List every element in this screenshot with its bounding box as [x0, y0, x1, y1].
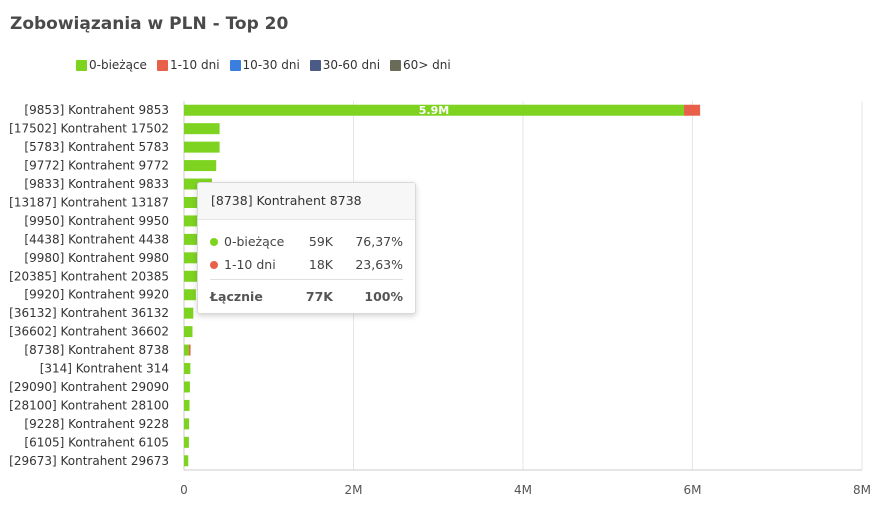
- tooltip-row-label: 0-bieżące: [224, 234, 285, 249]
- tooltip-row-percent: 23,63%: [355, 257, 403, 272]
- chart-title: Zobowiązania w PLN - Top 20: [10, 14, 289, 34]
- bar-segment: [184, 233, 207, 245]
- legend-label: 60> dni: [403, 58, 451, 72]
- y-category-label: [29673] Kontrahent 29673: [9, 454, 169, 468]
- y-category-label: [314] Kontrahent 314: [40, 362, 169, 376]
- tooltip-row: 1-10 dni 18K 23,63%: [210, 256, 403, 274]
- tooltip-title: [8738] Kontrahent 8738: [198, 183, 415, 220]
- y-category-label: [8738] Kontrahent 8738: [24, 343, 169, 357]
- bar-segment: [184, 196, 210, 208]
- x-tick-label: 8M: [853, 483, 871, 497]
- y-category-label: [6105] Kontrahent 6105: [24, 435, 169, 449]
- bar-segment: [184, 363, 191, 375]
- bar-segment: [184, 344, 190, 356]
- bar-segment: [184, 123, 220, 135]
- y-category-label: [17502] Kontrahent 17502: [9, 122, 169, 136]
- bar-segment: [189, 344, 191, 356]
- bar-segment: [184, 326, 193, 338]
- x-tick-label: 6M: [684, 483, 702, 497]
- y-category-label: [28100] Kontrahent 28100: [9, 398, 169, 412]
- bar-segment: [184, 270, 203, 282]
- bar-segment: [184, 252, 205, 264]
- legend-swatch: [390, 59, 402, 71]
- y-category-label: [36132] Kontrahent 36132: [9, 306, 169, 320]
- tooltip-row-value: 59K: [308, 234, 333, 249]
- y-category-label: [9950] Kontrahent 9950: [24, 214, 169, 228]
- legend-item-1-10-dni[interactable]: 1-10 dni: [156, 58, 220, 72]
- bar-segment: [184, 104, 685, 116]
- bar-segment: [184, 455, 189, 467]
- tooltip-row-percent: 76,37%: [355, 234, 403, 249]
- legend-swatch: [229, 59, 241, 71]
- bar-segment: [184, 215, 208, 227]
- bar-segment: [184, 307, 194, 319]
- y-category-label: [9980] Kontrahent 9980: [24, 251, 169, 265]
- data-label: 5.9M: [419, 104, 449, 117]
- legend-item-0-biezace[interactable]: 0-bieżące: [76, 58, 147, 72]
- bar-segment: [184, 141, 220, 153]
- x-tick-label: 4M: [514, 483, 532, 497]
- legend-label: 1-10 dni: [169, 58, 220, 72]
- x-tick-label: 2M: [345, 483, 363, 497]
- legend-item-10-30-dni[interactable]: 10-30 dni: [229, 58, 300, 72]
- tooltip-row-value: 18K: [308, 257, 333, 272]
- bar-segment: [184, 381, 190, 393]
- chart-tooltip: [8738] Kontrahent 8738 0-bieżące 59K 76,…: [197, 182, 416, 314]
- legend-label: 0-bieżące: [89, 58, 147, 72]
- y-category-label: [9853] Kontrahent 9853: [24, 103, 169, 117]
- bar-segment: [184, 399, 190, 411]
- series-dot: [210, 238, 218, 246]
- y-category-label: [9833] Kontrahent 9833: [24, 177, 169, 191]
- legend-swatch: [156, 59, 168, 71]
- x-tick-label: 0: [180, 483, 188, 497]
- bar-segment: [184, 418, 190, 430]
- tooltip-total-label: Łącznie: [210, 289, 263, 304]
- y-category-label: [29090] Kontrahent 29090: [9, 380, 169, 394]
- legend-swatch: [309, 59, 321, 71]
- y-category-label: [36602] Kontrahent 36602: [9, 325, 169, 339]
- legend-swatch: [76, 59, 87, 71]
- y-category-label: [9228] Kontrahent 9228: [24, 417, 169, 431]
- tooltip-total-percent: 100%: [364, 289, 403, 304]
- bar-segment: [184, 160, 217, 172]
- bar-segment: [184, 289, 196, 301]
- y-category-label: [5783] Kontrahent 5783: [24, 140, 169, 154]
- legend-item-60-dni[interactable]: 60> dni: [390, 58, 451, 72]
- legend-item-30-60-dni[interactable]: 30-60 dni: [309, 58, 381, 72]
- series-dot: [210, 261, 218, 269]
- y-category-label: [9772] Kontrahent 9772: [24, 159, 169, 173]
- legend-label: 10-30 dni: [242, 58, 300, 72]
- tooltip-divider: [210, 279, 403, 280]
- bar-segment: [684, 104, 701, 116]
- legend-label: 30-60 dni: [322, 58, 381, 72]
- tooltip-row-label: 1-10 dni: [224, 257, 276, 272]
- y-category-label: [9920] Kontrahent 9920: [24, 288, 169, 302]
- y-category-label: [13187] Kontrahent 13187: [9, 195, 169, 209]
- tooltip-total-row: Łącznie 77K 100%: [210, 288, 403, 306]
- tooltip-row: 0-bieżące 59K 76,37%: [210, 233, 403, 251]
- y-category-label: [20385] Kontrahent 20385: [9, 269, 169, 283]
- bar-segment: [184, 436, 189, 448]
- y-category-label: [4438] Kontrahent 4438: [24, 232, 169, 246]
- tooltip-total-value: 77K: [305, 289, 333, 304]
- chart-legend: 0-bieżące 1-10 dni 10-30 dni 30-60 dni 6…: [76, 58, 451, 72]
